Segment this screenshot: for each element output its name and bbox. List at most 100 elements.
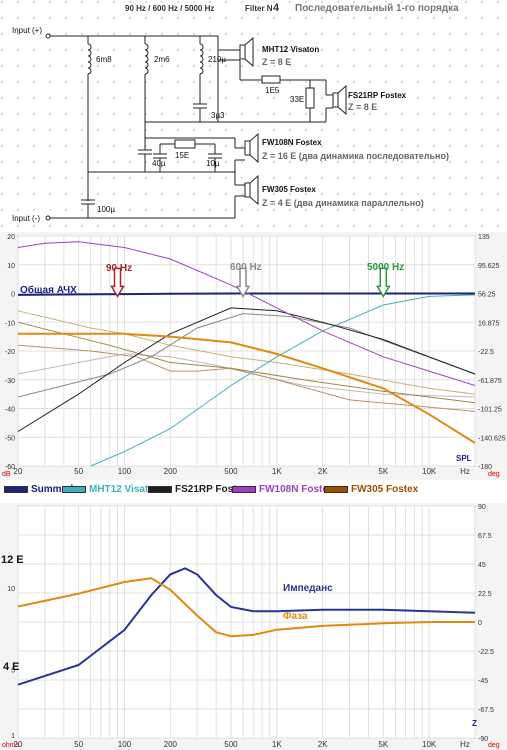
y2-tick-label: 45: [478, 562, 486, 569]
legend-item: Summed: [4, 484, 73, 495]
marker-arrow-icon: [235, 267, 251, 298]
input-minus-label: Input (-): [12, 214, 40, 223]
series-lines: [17, 241, 476, 467]
label-l1: 6m8: [96, 55, 112, 64]
crossover-schematic: 90 Hz / 600 Hz / 5000 Hz Filter N 4 Посл…: [0, 0, 507, 232]
speaker-4-name: FW305 Fostex: [262, 185, 316, 194]
series-line: [17, 577, 475, 638]
legend-label: FW305 Fostex: [351, 484, 419, 495]
series-line: [17, 567, 476, 686]
label-r1: 1E5: [265, 86, 280, 95]
legend-item: MHT12 Visaton: [62, 484, 161, 495]
phase-trace: [17, 310, 476, 395]
label-r2: 33E: [290, 95, 304, 104]
header-filter: Filter N: [245, 4, 273, 13]
x-tick-label: 20: [14, 467, 23, 476]
series-line: [17, 307, 476, 432]
speaker-icon: [244, 174, 259, 206]
speaker-2-name: FS21RP Fostex: [348, 91, 407, 100]
label-r3: 15E: [175, 151, 189, 160]
y2-tick-label: -90: [478, 736, 488, 743]
y2-tick-label: 0: [478, 620, 482, 627]
y-axis-right: 90 67.5 45 22.5 0 -22.5 -45 -67.5 -90: [478, 504, 494, 743]
label-l3: 210µ: [208, 55, 226, 64]
y2-tick-label: -180: [478, 464, 492, 471]
y2-tick-label: -22.5: [478, 349, 494, 356]
sum-label: Общая АЧХ: [20, 284, 77, 296]
speaker-4-impedance: Z = 4 E (два динамика параллельно): [262, 198, 424, 208]
speaker-icon: [239, 36, 254, 68]
y-tick-label: 10: [7, 586, 15, 593]
x-tick-label: 2K: [318, 740, 328, 749]
y-tick-label: -30: [5, 378, 15, 385]
y-tick-label: -20: [5, 349, 15, 356]
x-tick-label: 200: [164, 740, 178, 749]
y-tick-label: 20: [7, 234, 15, 241]
x-tick-label: 100: [118, 740, 132, 749]
legend-swatch: [4, 485, 28, 493]
legend-label: FW108N Fostex: [259, 484, 334, 495]
input-plus-label: Input (+): [12, 26, 42, 35]
unit-right: deg: [488, 471, 500, 478]
y-tick-label: 0: [11, 292, 15, 299]
x-tick-label: 10K: [422, 467, 437, 476]
phase-trace: [17, 313, 476, 398]
label-c4: 100µ: [97, 205, 115, 214]
schematic-wires: [45, 33, 333, 221]
marker-5000-label: 5000 Hz: [367, 262, 404, 273]
y2-tick-label: -45: [478, 678, 488, 685]
y2-tick-label: 22.5: [478, 591, 492, 598]
series-line: [17, 241, 476, 386]
y-tick-label: -10: [5, 320, 15, 327]
phase-trace: [17, 344, 476, 412]
legend-item: FW108N Fostex: [232, 484, 333, 495]
x-tick-label: 5K: [378, 740, 388, 749]
header-freqs: 90 Hz / 600 Hz / 5000 Hz: [125, 4, 214, 13]
x-tick-label: 1K: [272, 467, 282, 476]
y2-tick-label: -61.875: [478, 378, 502, 385]
x-axis: 20 50 100 200 500 1K 2K 5K 10K Hz: [14, 740, 470, 749]
y-axis-left: 10 5 1: [7, 586, 15, 740]
y2-tick-label: 67.5: [478, 533, 492, 540]
speaker-2-impedance: Z = 8 E: [348, 102, 377, 112]
marker-arrow-icon: [110, 267, 125, 298]
phase-trace: [17, 353, 476, 398]
header-type: Последовательный 1-го порядка: [295, 3, 459, 14]
x-tick-label: Hz: [460, 740, 470, 749]
y2-tick-label: 135: [478, 234, 490, 241]
y-tick-label: 10: [7, 263, 15, 270]
label-c1: 3µ3: [211, 111, 225, 120]
y2-tick-label: 56.25: [478, 292, 496, 299]
big-label-4: 4 E: [3, 661, 20, 673]
y2-tick-label: -101.25: [478, 407, 502, 414]
speaker-1-name: MHT12 Visaton: [262, 45, 319, 54]
z-label: Z: [472, 719, 477, 728]
header-filter-number: 4: [273, 2, 280, 14]
y-tick-label: 5: [11, 668, 15, 675]
legend-item: FW305 Fostex: [324, 484, 418, 495]
x-tick-label: 50: [74, 740, 83, 749]
big-label-12: 12 E: [1, 554, 24, 566]
marker-arrows: [110, 267, 391, 298]
impedance-label: Импеданс: [283, 583, 333, 594]
x-tick-label: 200: [164, 467, 178, 476]
series-line: [18, 332, 476, 444]
y-axis-right: 135 95.625 56.25 16.875 -22.5 -61.875 -101.25 -…: [478, 234, 506, 471]
legend-item: FS21RP Fostex: [148, 484, 248, 495]
y2-tick-label: 95.625: [478, 263, 500, 270]
series-lines: [17, 567, 476, 686]
y2-tick-label: -22.5: [478, 649, 494, 656]
legend: Summed MHT12 Visaton FS21RP Fostex FW108…: [0, 480, 507, 502]
impedance-chart: 10 5 1 90 67.5 45 22.5 0 -22.5 -45 -67.5 -90 20 50 1…: [0, 503, 507, 750]
speaker-3-impedance: Z = 16 E (два динамика последовательно): [262, 151, 449, 161]
x-tick-label: 10K: [422, 740, 437, 749]
legend-label: FS21RP Fostex: [175, 484, 248, 495]
x-tick-label: 500: [224, 467, 238, 476]
speaker-1-impedance: Z = 8 E: [262, 57, 291, 67]
label-l2: 2m6: [154, 55, 170, 64]
speaker-3-name: FW108N Fostex: [262, 138, 322, 147]
label-c2: 40µ: [152, 159, 166, 168]
phase-trace: [17, 321, 476, 404]
legend-label: MHT12 Visaton: [89, 484, 161, 495]
